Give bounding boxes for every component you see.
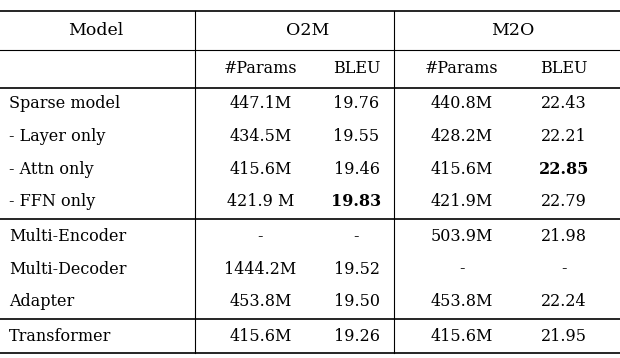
Text: 22.24: 22.24 <box>541 293 587 310</box>
Text: 428.2M: 428.2M <box>431 128 493 145</box>
Text: 453.8M: 453.8M <box>229 293 291 310</box>
Text: 421.9M: 421.9M <box>431 193 493 210</box>
Text: Adapter: Adapter <box>9 293 74 310</box>
Text: -: - <box>354 228 359 245</box>
Text: -: - <box>459 261 464 277</box>
Text: 22.21: 22.21 <box>541 128 587 145</box>
Text: 434.5M: 434.5M <box>229 128 291 145</box>
Text: 21.95: 21.95 <box>541 328 587 345</box>
Text: 19.46: 19.46 <box>334 161 379 178</box>
Text: -: - <box>562 261 567 277</box>
Text: 19.52: 19.52 <box>334 261 379 277</box>
Text: 415.6M: 415.6M <box>229 161 291 178</box>
Text: 22.79: 22.79 <box>541 193 587 210</box>
Text: -: - <box>258 228 263 245</box>
Text: 19.83: 19.83 <box>332 193 381 210</box>
Text: 19.55: 19.55 <box>334 128 379 145</box>
Text: Model: Model <box>68 22 124 39</box>
Text: 19.26: 19.26 <box>334 328 379 345</box>
Text: 1444.2M: 1444.2M <box>224 261 296 277</box>
Text: #Params: #Params <box>425 61 498 77</box>
Text: Transformer: Transformer <box>9 328 112 345</box>
Text: - FFN only: - FFN only <box>9 193 95 210</box>
Text: 22.85: 22.85 <box>539 161 590 178</box>
Text: 415.6M: 415.6M <box>229 328 291 345</box>
Text: Multi-Decoder: Multi-Decoder <box>9 261 127 277</box>
Text: 440.8M: 440.8M <box>431 96 493 112</box>
Text: 503.9M: 503.9M <box>431 228 493 245</box>
Text: 19.76: 19.76 <box>334 96 379 112</box>
Text: 453.8M: 453.8M <box>431 293 493 310</box>
Text: 22.43: 22.43 <box>541 96 587 112</box>
Text: O2M: O2M <box>286 22 330 39</box>
Text: M2O: M2O <box>491 22 534 39</box>
Text: 415.6M: 415.6M <box>431 161 493 178</box>
Text: 19.50: 19.50 <box>334 293 379 310</box>
Text: Multi-Encoder: Multi-Encoder <box>9 228 126 245</box>
Text: 21.98: 21.98 <box>541 228 587 245</box>
Text: Sparse model: Sparse model <box>9 96 120 112</box>
Text: BLEU: BLEU <box>541 61 588 77</box>
Text: - Attn only: - Attn only <box>9 161 94 178</box>
Text: BLEU: BLEU <box>333 61 380 77</box>
Text: 415.6M: 415.6M <box>431 328 493 345</box>
Text: - Layer only: - Layer only <box>9 128 105 145</box>
Text: #Params: #Params <box>224 61 297 77</box>
Text: 447.1M: 447.1M <box>229 96 291 112</box>
Text: 421.9 M: 421.9 M <box>227 193 294 210</box>
